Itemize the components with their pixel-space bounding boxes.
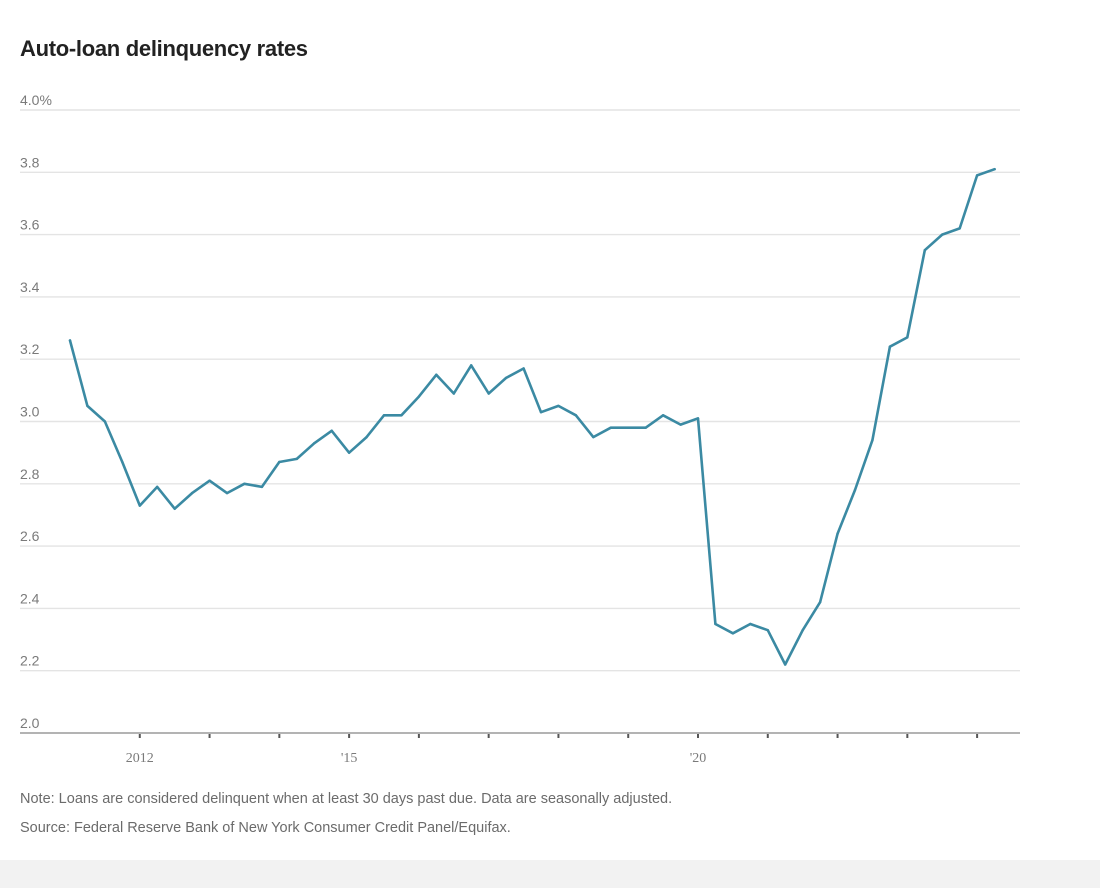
data-point [190,491,194,495]
x-tick-label: '20 [690,751,707,766]
y-tick-label: 2.0 [20,715,40,731]
data-point [487,392,490,395]
data-point [243,482,246,485]
data-point [766,629,769,632]
data-point [452,392,455,395]
chart-title: Auto-loan delinquency rates [20,36,308,61]
data-point [382,414,386,417]
data-point [627,426,630,429]
data-point [208,479,211,482]
data-point [295,457,298,461]
data-point [504,376,508,380]
data-point [347,451,351,454]
data-point [103,420,107,423]
data-point [138,504,141,507]
data-point [749,622,752,626]
data-point [801,629,804,632]
y-tick-label: 2.4 [20,590,40,606]
data-point [173,507,176,510]
data-point [958,227,961,230]
data-point [557,404,560,408]
data-point [975,174,979,177]
x-tick-label: '15 [341,751,358,766]
data-point [853,488,857,492]
data-point [888,345,892,348]
data-point [156,485,159,489]
data-point [923,249,926,252]
data-point [609,426,612,429]
data-point [435,373,438,376]
y-tick-label: 2.8 [20,466,40,482]
data-point [818,601,822,604]
data-point [906,336,909,339]
x-tick-label: 2012 [126,751,154,766]
data-point [696,417,700,420]
data-point [644,426,647,429]
data-point [941,233,944,236]
data-point [836,532,839,535]
data-point [417,395,421,398]
y-tick-label: 3.4 [20,279,40,295]
data-point [731,632,735,635]
data-point [400,414,403,417]
data-point [714,622,717,626]
data-point [661,414,665,417]
footer-bar [0,860,1100,888]
data-point [313,442,316,445]
data-point [365,435,368,439]
chart-note: Note: Loans are considered delinquent wh… [20,791,673,807]
data-point [121,460,124,464]
data-point [993,168,996,171]
series-line [68,167,996,666]
data-point [470,364,473,367]
data-point [784,663,787,666]
y-tick-label: 3.0 [20,404,40,420]
data-point [539,411,543,414]
y-tick-label: 2.6 [20,528,40,544]
y-tick-label: 3.8 [20,154,40,170]
y-tick-label: 4.0% [20,92,52,108]
data-point [225,491,229,495]
chart-source: Source: Federal Reserve Bank of New York… [20,820,511,836]
data-point [330,429,333,432]
y-tick-label: 3.6 [20,217,40,233]
data-point [68,339,72,342]
data-point [278,460,281,464]
data-point [679,423,682,426]
data-point [871,439,874,442]
data-point [260,485,264,489]
data-point [522,367,525,370]
data-point [86,404,89,408]
y-tick-label: 2.2 [20,653,40,669]
data-point [574,414,578,417]
data-point [592,435,595,439]
y-tick-label: 3.2 [20,341,40,357]
